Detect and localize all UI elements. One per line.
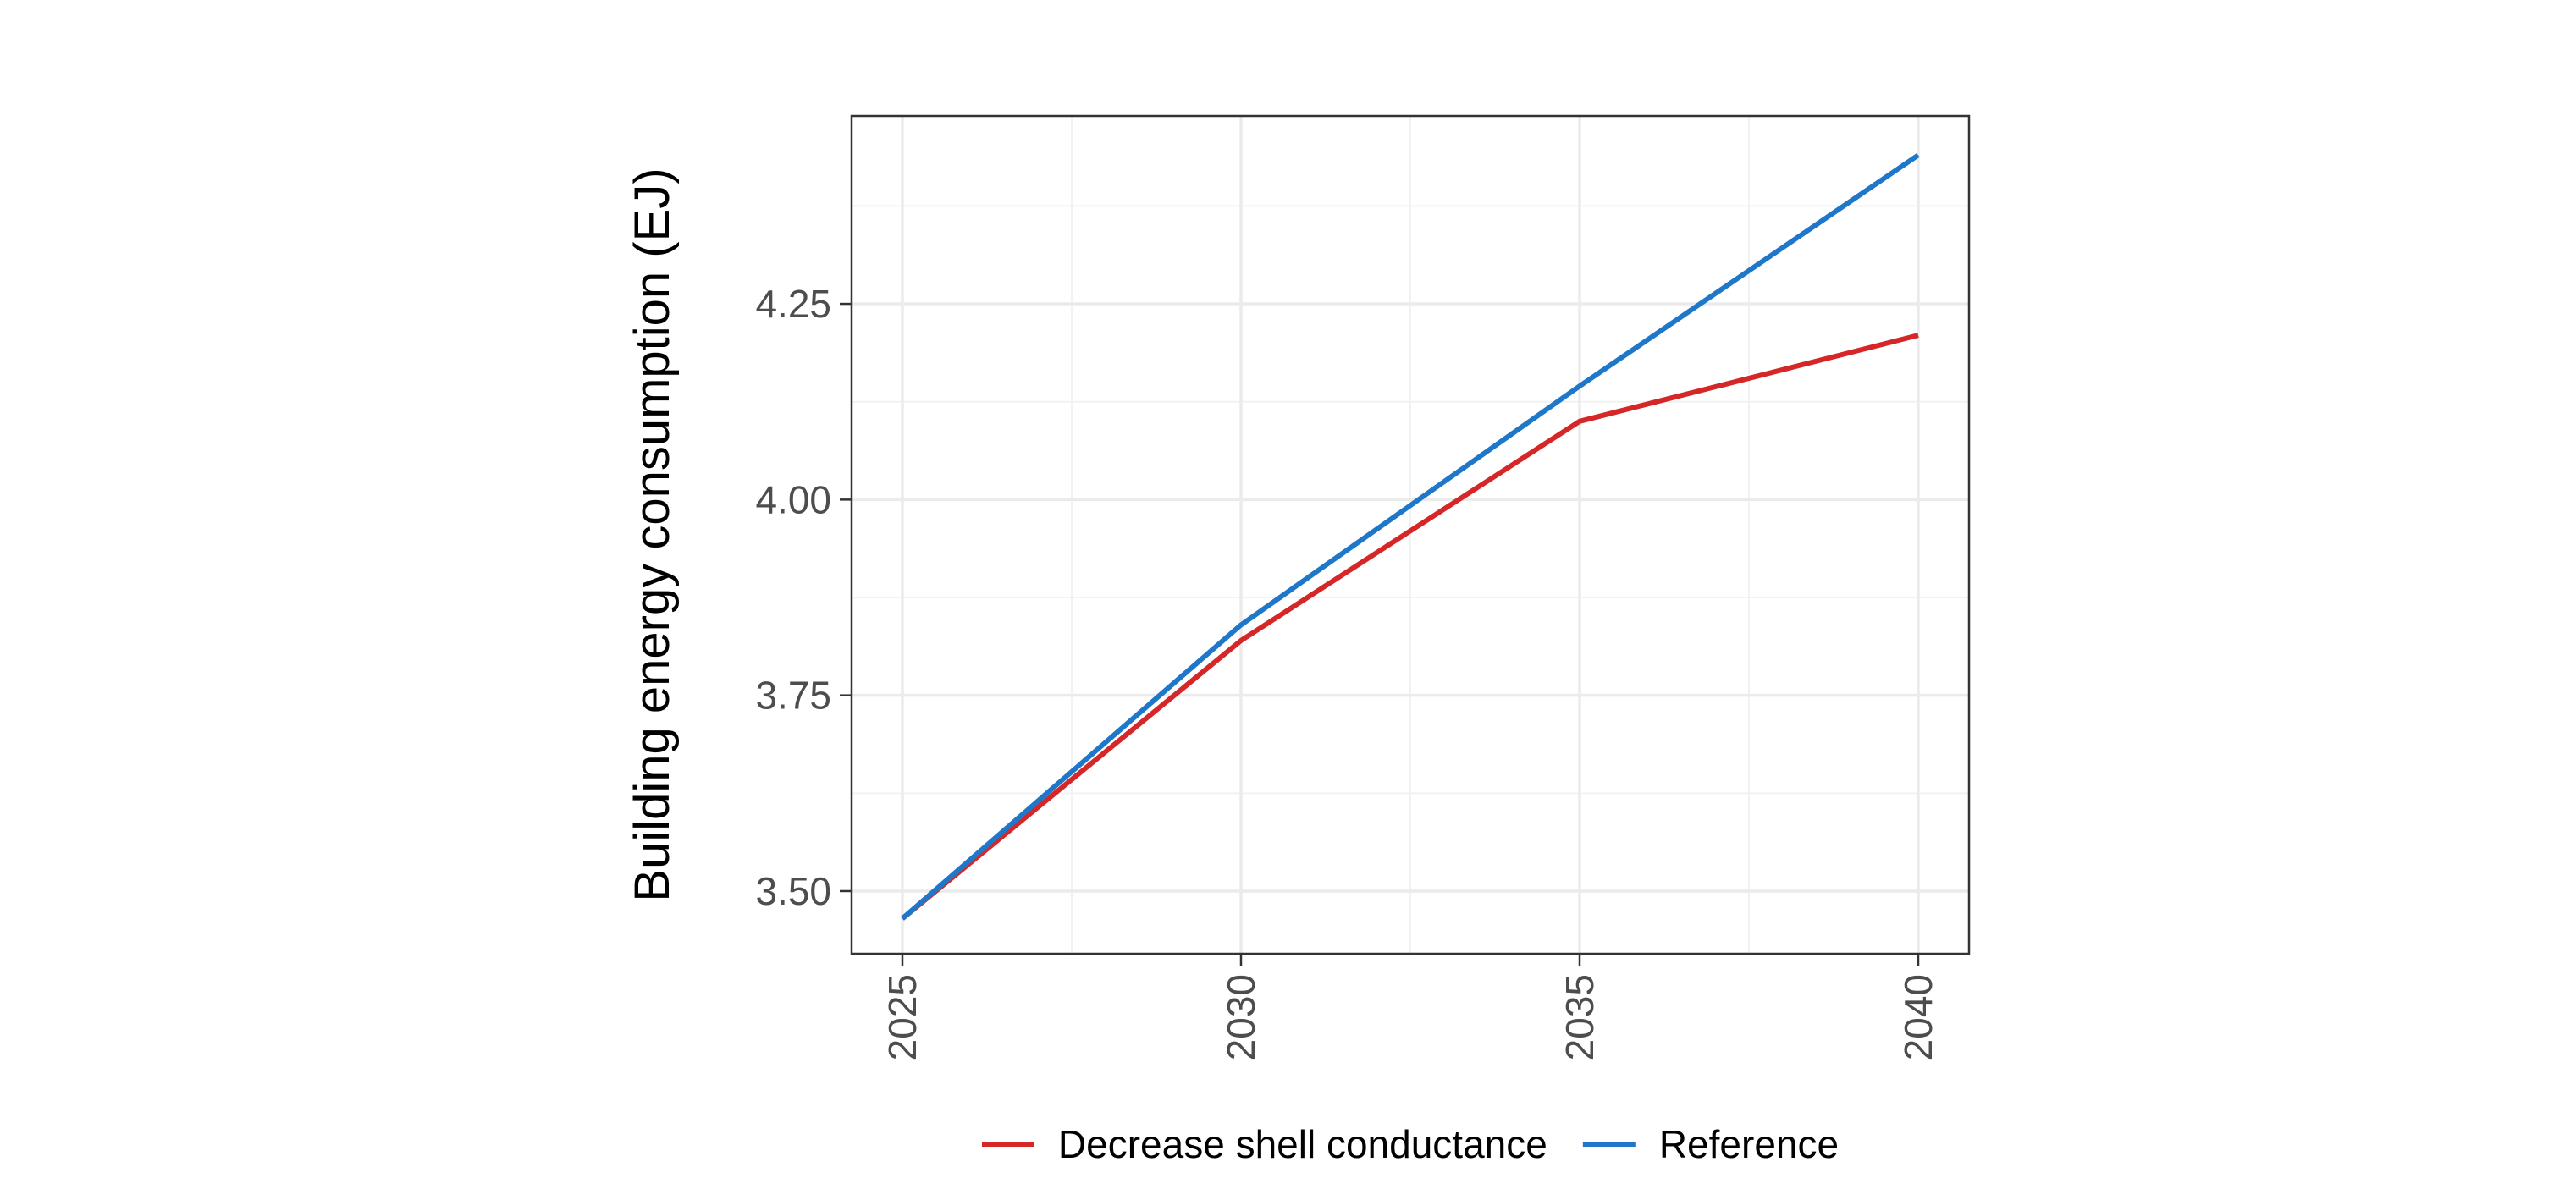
- grid-layer: [852, 116, 1969, 954]
- series-line-decrease-shell-conductance: [901, 333, 1919, 921]
- series-layer: [901, 152, 1920, 921]
- y-tick-label: 4.00: [755, 477, 831, 521]
- legend-label: Reference: [1659, 1122, 1839, 1166]
- x-tick-label: 2025: [880, 974, 924, 1060]
- panel-border: [850, 114, 1971, 955]
- series-line-reference: [901, 152, 1920, 921]
- y-tick-label: 3.50: [755, 869, 831, 913]
- legend-label: Decrease shell conductance: [1058, 1122, 1547, 1166]
- legend: Decrease shell conductance Reference: [981, 1122, 1839, 1166]
- axis-layer: 2025 2030 2035 2040 3.50 3.75 4.00 4.25: [755, 282, 1940, 1060]
- y-tick-label: 4.25: [755, 282, 831, 326]
- x-tick-label: 2030: [1219, 974, 1263, 1060]
- y-tick-label: 3.75: [755, 674, 831, 718]
- x-tick-label: 2035: [1558, 974, 1602, 1060]
- x-tick-label: 2040: [1896, 974, 1940, 1060]
- y-axis-title: Building energy consumption (EJ): [625, 168, 680, 901]
